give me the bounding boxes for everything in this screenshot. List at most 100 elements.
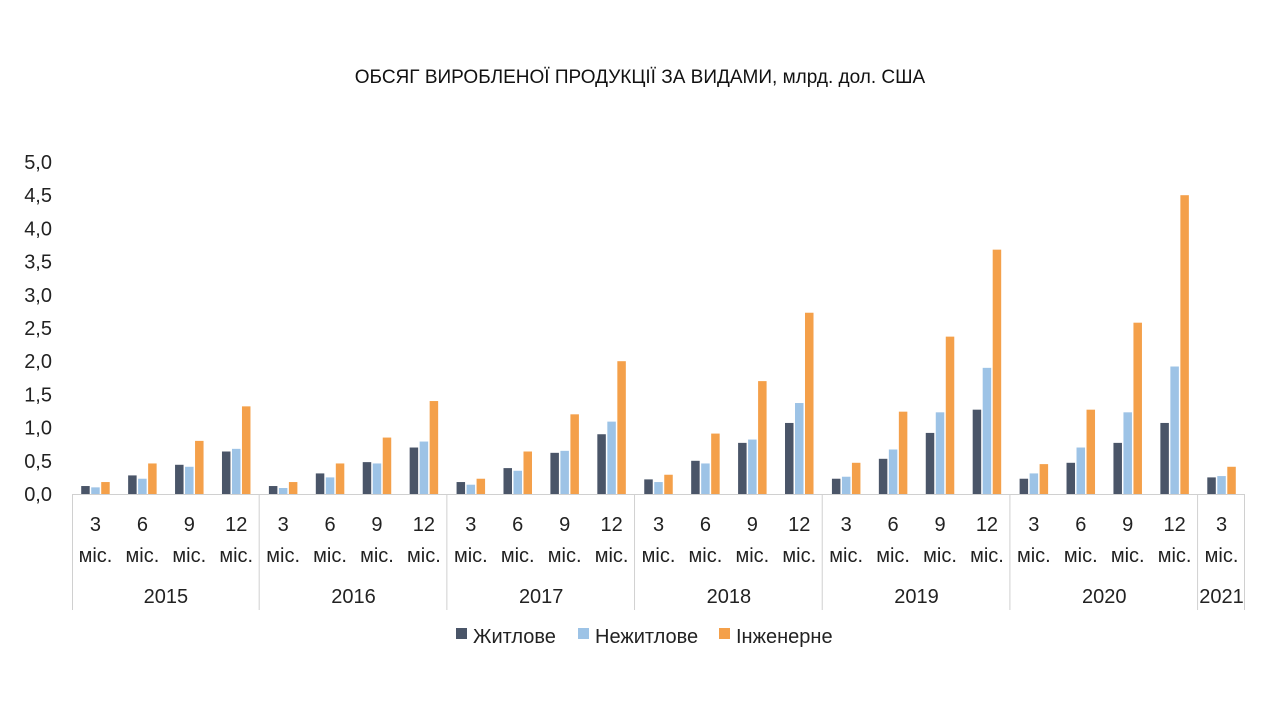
bar: [419, 441, 429, 494]
bar: [841, 476, 851, 494]
bar: [221, 451, 231, 494]
bar: [785, 422, 794, 494]
legend-label: Нежитлове: [595, 626, 698, 648]
bar: [315, 473, 325, 494]
x-tick-label: 6: [137, 514, 148, 536]
bar: [888, 449, 898, 494]
bar: [701, 463, 710, 494]
legend-swatch: [719, 628, 730, 639]
bar: [945, 336, 955, 494]
x-tick-label: міс.: [407, 545, 441, 567]
x-tick-label: міс.: [876, 545, 910, 567]
x-tick-label: міс.: [313, 545, 347, 567]
legend-swatch: [456, 628, 467, 639]
x-tick-label: міс.: [266, 545, 300, 567]
y-tick-label: 0,0: [24, 484, 52, 506]
x-tick-label: міс.: [219, 545, 253, 567]
bar: [1207, 477, 1216, 494]
x-tick-label: міс.: [782, 545, 816, 567]
x-tick-label: 3: [653, 514, 664, 536]
bar: [409, 447, 419, 494]
y-tick-label: 5,0: [24, 152, 52, 174]
x-tick-label: 12: [225, 514, 247, 536]
bar: [476, 478, 486, 494]
x-axis: 3 міс. 6 міс. 9 міс. 12 міс. 3 міс. 6 міс. 9 міс. 12 мі…: [72, 494, 1245, 610]
x-tick-label: міс.: [1017, 545, 1051, 567]
bar: [1113, 442, 1122, 494]
x-tick-label: 6: [324, 514, 335, 536]
bar: [560, 450, 569, 494]
bar: [456, 482, 466, 494]
x-tick-label: міс.: [172, 545, 206, 567]
x-tick-label: міс.: [1111, 545, 1145, 567]
x-tick-label: 12: [413, 514, 435, 536]
x-tick-label: 9: [934, 514, 945, 536]
x-tick-label: міс.: [689, 545, 723, 567]
x-tick-label: міс.: [548, 545, 582, 567]
bar: [268, 486, 278, 494]
legend-swatch: [578, 628, 589, 639]
x-tick-label: 9: [747, 514, 758, 536]
bar: [148, 463, 157, 494]
x-tick-label: міс.: [970, 545, 1004, 567]
y-tick-label: 1,0: [24, 418, 52, 440]
x-tick-label: 9: [559, 514, 570, 536]
y-axis: 0,0 0,5 1,0 1,5 2,0 2,5 3,0 3,5 4,0 4,5 5,0: [24, 152, 52, 506]
bar: [654, 482, 663, 494]
bar: [992, 249, 1002, 494]
bar: [325, 477, 335, 494]
x-tick-label: 9: [371, 514, 382, 536]
bar: [597, 434, 606, 494]
bar: [711, 433, 720, 494]
bar: [758, 381, 767, 494]
bar: [982, 367, 992, 494]
bar: [91, 487, 100, 494]
bar: [795, 403, 804, 494]
bars: [81, 195, 1236, 494]
bar: [288, 482, 298, 494]
x-tick-label: міс.: [642, 545, 676, 567]
bar: [691, 460, 700, 494]
bar: [1160, 422, 1169, 494]
bar: [101, 482, 110, 494]
x-tick-label: 9: [184, 514, 195, 536]
bar: [241, 406, 251, 494]
bar: [1039, 464, 1049, 494]
bar: [972, 409, 982, 494]
bar: [278, 488, 288, 494]
x-tick-label: 3: [1216, 514, 1227, 536]
bar: [466, 484, 476, 494]
group-label: 2018: [707, 586, 752, 608]
x-tick-label: 6: [700, 514, 711, 536]
bar: [831, 478, 841, 494]
bar: [805, 312, 814, 494]
x-tick-label: 6: [888, 514, 899, 536]
bar: [898, 411, 908, 494]
bar: [138, 478, 147, 494]
x-tick-label: міс.: [829, 545, 863, 567]
bar: [1217, 476, 1226, 494]
bar: [935, 412, 945, 494]
bar: [382, 437, 392, 494]
x-tick-label: міс.: [126, 545, 160, 567]
y-tick-label: 2,0: [24, 351, 52, 373]
bar: [81, 486, 90, 494]
x-tick-label: 9: [1122, 514, 1133, 536]
x-tick-label: 6: [1075, 514, 1086, 536]
group-label: 2021: [1199, 586, 1244, 608]
x-tick-label: 3: [465, 514, 476, 536]
x-tick-label: 12: [788, 514, 810, 536]
legend-label: Інженерне: [736, 626, 833, 648]
x-tick-label: міс.: [923, 545, 957, 567]
bar: [1227, 466, 1236, 494]
legend-label: Житлове: [473, 626, 556, 648]
x-tick-label: міс.: [595, 545, 629, 567]
x-tick-label: 3: [278, 514, 289, 536]
x-tick-label: 12: [600, 514, 622, 536]
bar: [335, 463, 345, 494]
bar: [1123, 412, 1132, 494]
bar: [523, 451, 532, 494]
y-tick-label: 3,5: [24, 252, 52, 274]
y-tick-label: 2,5: [24, 318, 52, 340]
